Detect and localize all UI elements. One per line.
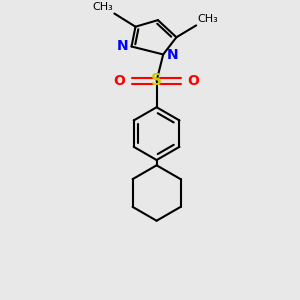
Text: CH₃: CH₃	[197, 14, 218, 24]
Text: CH₃: CH₃	[92, 2, 113, 12]
Text: N: N	[167, 48, 178, 62]
Text: O: O	[114, 74, 126, 88]
Text: N: N	[117, 39, 128, 53]
Text: O: O	[188, 74, 200, 88]
Text: S: S	[151, 73, 162, 88]
